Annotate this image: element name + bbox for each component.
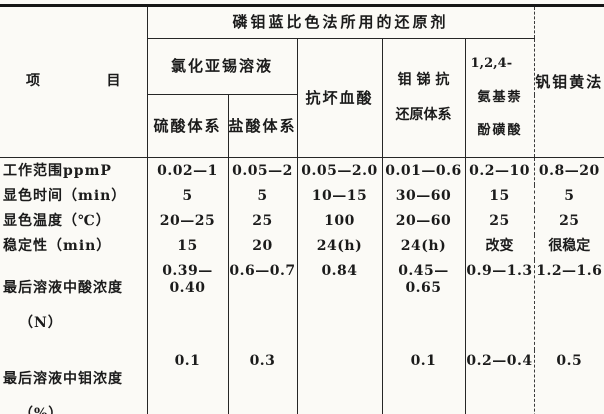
table-row: 显色温度（℃） 20—25 25 100 20—60 25 25: [0, 209, 604, 235]
header-group-title: 磷钼蓝比色法所用的还原剂: [147, 5, 535, 39]
data-cell: 0.6—0.7: [228, 259, 298, 351]
data-cell: 5: [228, 184, 298, 210]
table-row: 稳定性（min） 15 20 24(h) 24(h) 改变 很稳定: [0, 234, 604, 260]
data-cell: 10—15: [297, 184, 383, 210]
data-cell: 0.8—20: [538, 162, 600, 179]
data-cell: 25: [559, 213, 580, 230]
header-sulfuric-system: 硫酸体系: [147, 94, 229, 159]
table-row: 最后溶液中酸浓度 （N） 0.39—0.40 0.6—0.7 0.84 0.45…: [0, 259, 604, 351]
data-cell: 100: [297, 209, 383, 235]
header-ansa-line1: 1,2,4-: [470, 55, 513, 71]
header-mo-sb-ascorbic: 钼 锑 抗 还原体系: [382, 38, 466, 159]
header-row-1: 项 目 磷钼蓝比色法所用的还原剂 钒钼黄法: [0, 5, 604, 159]
header-item: 项 目: [0, 5, 148, 159]
header-hydrochloric-system: 盐酸体系: [228, 94, 298, 159]
row-label-line1: 最后溶液中钼浓度: [3, 370, 123, 387]
header-item-right: 目: [106, 73, 121, 90]
row-label: 最后溶液中钼浓度 （%）: [0, 350, 148, 414]
row-label-line1: 最后溶液中酸浓度: [3, 280, 123, 297]
header-ansa-line3: 酚磺酸: [477, 123, 523, 139]
data-cell: 0.2—0.4: [465, 350, 535, 414]
reducer-comparison-table: 项 目 磷钼蓝比色法所用的还原剂 钒钼黄法 氯化亚锡溶液 抗坏血酸 钼 锑 抗 …: [0, 4, 604, 414]
data-cell: 很稳定: [548, 238, 591, 255]
data-cell: 25: [465, 209, 535, 235]
data-cell: 24(h): [297, 234, 383, 260]
data-cell: 0.05—2.0: [297, 157, 383, 185]
header-row-3: 硫酸体系 盐酸体系: [0, 94, 604, 159]
header-item-left: 项: [26, 73, 40, 90]
data-cell: 0.01—0.6: [382, 157, 466, 185]
data-cell: 25: [228, 209, 298, 235]
table-row: 最后溶液中钼浓度 （%） 0.1 0.3 0.1 0.2—0.4 0.5: [0, 350, 604, 414]
data-cell: 0.1: [147, 350, 229, 414]
row-label: 显色温度（℃）: [0, 209, 148, 235]
data-cell: 20—25: [147, 209, 229, 235]
data-cell: 20: [228, 234, 298, 260]
data-cell: 0.05—2: [228, 157, 298, 185]
table-row: 显色时间（min） 5 5 10—15 30—60 15 5: [0, 184, 604, 210]
row-label: 工作范围ppmP: [0, 157, 148, 185]
row-label-line2: （N）: [19, 315, 63, 332]
data-cell: 0.84: [297, 259, 383, 351]
header-mo-sb-line2: 还原体系: [395, 106, 452, 123]
row-label: 最后溶液中酸浓度 （N）: [0, 259, 148, 351]
row-label: 稳定性（min）: [0, 234, 148, 260]
data-cell: 0.2—10: [465, 157, 535, 185]
header-row-2: 氯化亚锡溶液 抗坏血酸 钼 锑 抗 还原体系 1,2,4- 氨基萘 酚磺酸: [0, 38, 604, 159]
data-cell: 0.45—0.65: [382, 259, 466, 351]
data-cell: 0.02—1: [147, 157, 229, 185]
data-cell: 15: [147, 234, 229, 260]
row-label: 显色时间（min）: [0, 184, 148, 210]
header-mo-sb-line1: 钼 锑 抗: [397, 71, 450, 88]
data-cell: 0.3: [228, 350, 298, 414]
header-aminonaphtholsulfonic: 1,2,4- 氨基萘 酚磺酸: [465, 38, 535, 159]
header-ascorbic-acid: 抗坏血酸: [297, 38, 383, 159]
data-cell: 24(h): [382, 234, 466, 260]
data-cell: 0.5: [556, 353, 583, 370]
data-cell: 0.9—1.3: [465, 259, 535, 351]
data-cell: 1.2—1.6: [536, 262, 603, 279]
data-cell: 5: [564, 188, 575, 205]
data-cell: [297, 350, 383, 414]
header-stannous-chloride: 氯化亚锡溶液: [147, 38, 298, 96]
header-ansa-line2: 氨基萘: [477, 89, 523, 105]
row-label-line2: （%）: [19, 405, 64, 414]
data-cell: 30—60: [382, 184, 466, 210]
data-cell: 15: [465, 184, 535, 210]
table-row: 工作范围ppmP 0.02—1 0.05—2 0.05—2.0 0.01—0.6…: [0, 157, 604, 185]
data-cell: 20—60: [382, 209, 466, 235]
data-cell: 5: [147, 184, 229, 210]
header-vanadomolybdate: 钒钼黄法: [534, 5, 604, 159]
data-cell: 0.1: [382, 350, 466, 414]
data-cell: 改变: [465, 234, 535, 260]
data-cell: 0.39—0.40: [147, 259, 229, 351]
